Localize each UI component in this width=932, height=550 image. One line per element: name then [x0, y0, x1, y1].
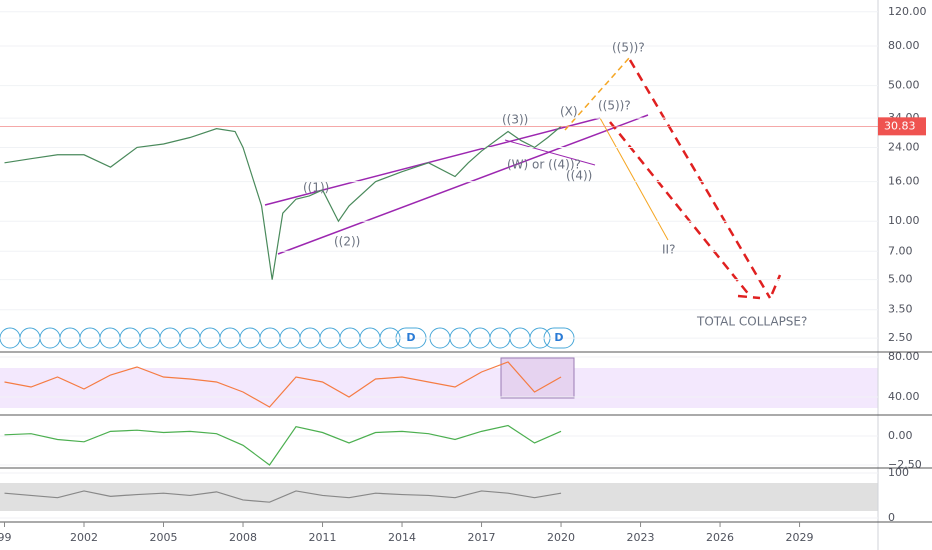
y-tick-label: 16.00	[888, 175, 920, 188]
y-tick-label: 2.50	[888, 331, 913, 344]
x-tick-label: 2014	[388, 531, 416, 544]
wave-annotation: (W) or ((4))?	[507, 158, 581, 172]
y-tick-label: 0.00	[888, 429, 913, 442]
x-tick-label: 99	[0, 531, 12, 544]
series-line	[4, 361, 562, 408]
last-price-box	[878, 117, 926, 136]
series-line	[4, 125, 562, 280]
y-tick-label: 80.00	[888, 350, 920, 363]
y-tick-label: 120.00	[888, 5, 927, 18]
series-line	[4, 490, 562, 503]
badge-label: D	[406, 331, 415, 344]
last-price-label: 30.83	[884, 119, 916, 132]
wave-annotation: II?	[662, 243, 675, 257]
wave-annotation: ((5))?	[612, 41, 645, 55]
y-tick-label: 5.00	[888, 273, 913, 286]
y-tick-label: 0	[888, 511, 895, 524]
y-tick-label: 10.00	[888, 214, 920, 227]
rsi-band	[0, 368, 878, 408]
y-tick-label: 40.00	[888, 390, 920, 403]
wave-annotation: ((2))	[334, 235, 360, 249]
wave-annotation: ((3))	[502, 113, 528, 127]
wave-annotation: TOTAL COLLAPSE?	[696, 315, 807, 329]
wave-annotation: (X)	[560, 105, 578, 119]
x-tick-label: 2002	[70, 531, 98, 544]
x-tick-label: 2017	[468, 531, 496, 544]
badge-label: D	[554, 331, 563, 344]
y-tick-label: 7.00	[888, 244, 913, 257]
x-tick-label: 2029	[786, 531, 814, 544]
x-tick-label: 2023	[627, 531, 655, 544]
x-tick-label: 2026	[706, 531, 734, 544]
wave-annotation: ((4))	[566, 169, 592, 183]
y-tick-label: 3.50	[888, 303, 913, 316]
x-tick-label: 2020	[547, 531, 575, 544]
wave-annotation: ((1))	[303, 181, 329, 195]
y-tick-label: 50.00	[888, 79, 920, 92]
wave-lines	[264, 56, 782, 300]
y-tick-label: 80.00	[888, 39, 920, 52]
osc-band	[0, 483, 878, 511]
rsi-highlight	[500, 357, 575, 399]
series-line	[4, 424, 562, 466]
y-tick-label: −2.50	[888, 458, 922, 471]
wave-annotation: ((5))?	[598, 99, 631, 113]
x-tick-label: 2008	[229, 531, 257, 544]
x-tick-label: 2011	[309, 531, 337, 544]
x-tick-label: 2005	[150, 531, 178, 544]
y-tick-label: 100	[888, 466, 909, 479]
y-tick-label: 24.00	[888, 140, 920, 153]
